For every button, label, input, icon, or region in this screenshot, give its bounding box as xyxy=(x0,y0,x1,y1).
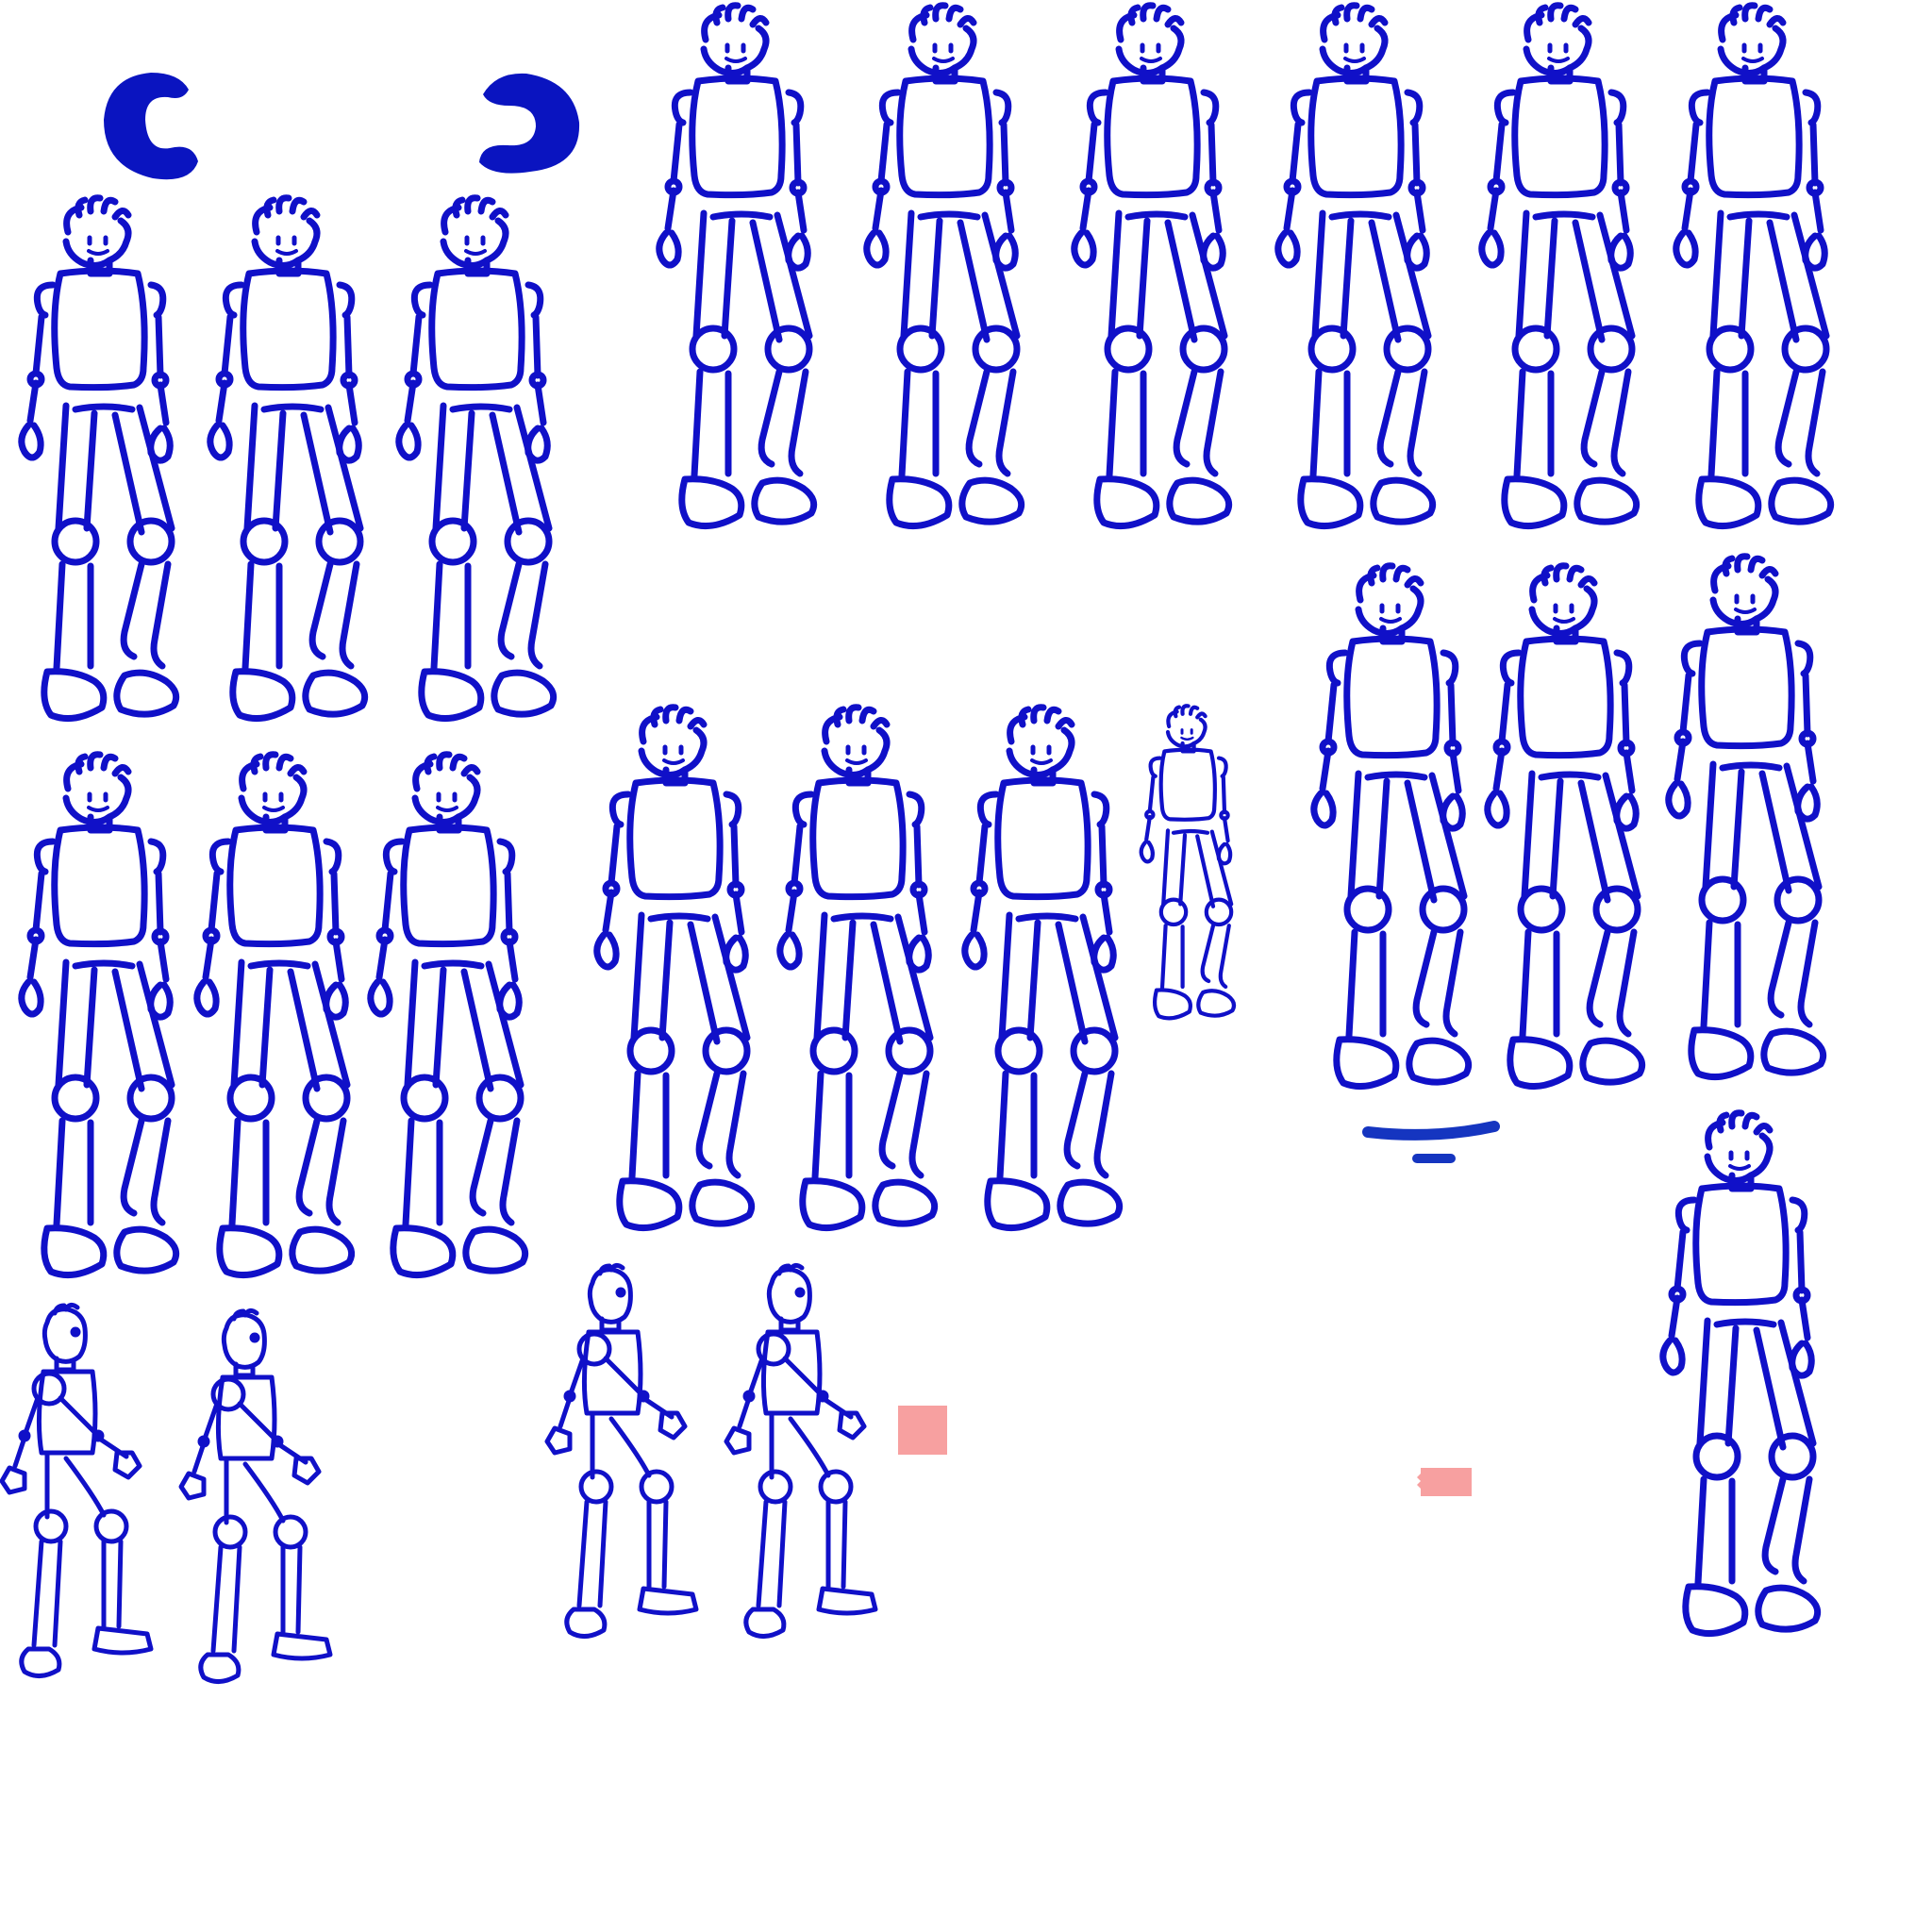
front-small-idle xyxy=(1141,706,1234,1018)
side-frame-2 xyxy=(181,1310,330,1681)
c-shape-right-glyph xyxy=(479,73,580,174)
side-walk-center xyxy=(547,1265,875,1636)
front-walk-row-top xyxy=(659,6,1831,526)
pink-rect-marker xyxy=(1417,1468,1472,1496)
walk-frame-3 xyxy=(1074,6,1229,526)
front-walk-mid-left-group xyxy=(22,755,525,1275)
walk-frame-12 xyxy=(371,755,525,1275)
walk-frame-14 xyxy=(780,708,935,1228)
walk-frame-9 xyxy=(399,198,554,719)
walk-frame-8 xyxy=(210,198,365,719)
walk-frame-11 xyxy=(197,755,352,1275)
walk-frame-17 xyxy=(1488,566,1642,1087)
walk-frame-19 xyxy=(1663,1113,1818,1634)
walk-frame-16 xyxy=(1314,566,1469,1087)
front-walk-right-group xyxy=(1314,557,1824,1087)
c-shape-left-glyph xyxy=(104,73,198,180)
walk-frame-5 xyxy=(1482,6,1637,526)
walk-frame-10 xyxy=(22,755,176,1275)
side-frame-1 xyxy=(2,1305,151,1675)
walk-frame-7 xyxy=(22,198,176,719)
front-large-single xyxy=(1663,1113,1818,1634)
side-walk-left xyxy=(2,1305,330,1681)
side-frame-4 xyxy=(726,1265,875,1636)
shadow-marks xyxy=(1362,1121,1500,1163)
side-frame-3 xyxy=(547,1265,696,1636)
walk-frame-6 xyxy=(1676,6,1831,526)
front-walk-left-group xyxy=(22,198,554,719)
walk-frame-18 xyxy=(1669,557,1824,1077)
pink-square-marker xyxy=(898,1406,947,1455)
walk-frame-4 xyxy=(1278,6,1433,526)
walk-frame-1 xyxy=(659,6,814,526)
walk-frame-13 xyxy=(597,708,752,1228)
walk-frame-15 xyxy=(965,708,1120,1228)
front-walk-center-group xyxy=(597,708,1120,1228)
walk-frame-2 xyxy=(867,6,1022,526)
